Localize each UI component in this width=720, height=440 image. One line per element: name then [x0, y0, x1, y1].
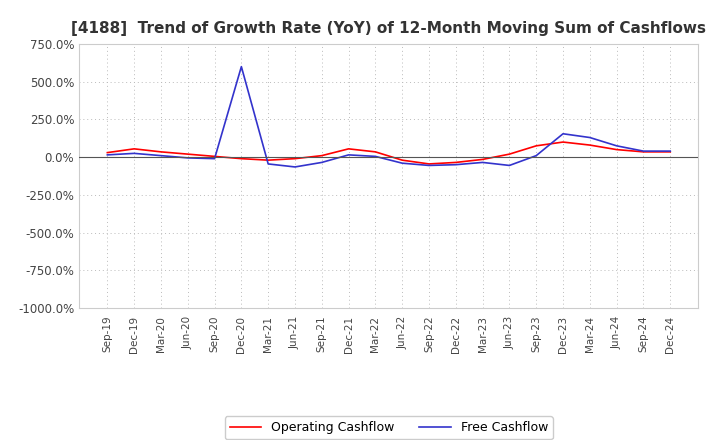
Legend: Operating Cashflow, Free Cashflow: Operating Cashflow, Free Cashflow	[225, 416, 553, 439]
Free Cashflow	[344, 152, 353, 158]
Free Cashflow	[103, 152, 112, 158]
Operating Cashflow	[264, 158, 272, 163]
Free Cashflow	[184, 155, 192, 161]
Free Cashflow	[398, 161, 407, 166]
Free Cashflow	[291, 164, 300, 169]
Free Cashflow	[451, 162, 460, 167]
Free Cashflow	[371, 154, 379, 159]
Operating Cashflow	[371, 149, 379, 154]
Operating Cashflow	[612, 147, 621, 152]
Free Cashflow	[210, 156, 219, 161]
Operating Cashflow	[291, 156, 300, 161]
Free Cashflow	[639, 148, 648, 154]
Operating Cashflow	[130, 146, 138, 151]
Free Cashflow	[585, 135, 594, 140]
Operating Cashflow	[184, 151, 192, 157]
Operating Cashflow	[451, 160, 460, 165]
Free Cashflow	[264, 161, 272, 167]
Free Cashflow	[532, 153, 541, 158]
Operating Cashflow	[157, 149, 166, 154]
Free Cashflow	[157, 153, 166, 158]
Operating Cashflow	[398, 158, 407, 163]
Operating Cashflow	[532, 143, 541, 148]
Free Cashflow	[130, 151, 138, 156]
Operating Cashflow	[318, 153, 326, 158]
Free Cashflow	[505, 163, 514, 168]
Line: Free Cashflow: Free Cashflow	[107, 66, 670, 167]
Free Cashflow	[666, 148, 675, 154]
Operating Cashflow	[478, 157, 487, 162]
Operating Cashflow	[639, 149, 648, 154]
Free Cashflow	[478, 160, 487, 165]
Operating Cashflow	[344, 146, 353, 151]
Free Cashflow	[237, 64, 246, 69]
Free Cashflow	[318, 160, 326, 165]
Free Cashflow	[612, 143, 621, 148]
Operating Cashflow	[103, 150, 112, 155]
Operating Cashflow	[505, 151, 514, 157]
Operating Cashflow	[585, 143, 594, 148]
Operating Cashflow	[559, 139, 567, 145]
Operating Cashflow	[237, 156, 246, 161]
Title: [4188]  Trend of Growth Rate (YoY) of 12-Month Moving Sum of Cashflows: [4188] Trend of Growth Rate (YoY) of 12-…	[71, 21, 706, 36]
Line: Operating Cashflow: Operating Cashflow	[107, 142, 670, 164]
Operating Cashflow	[210, 154, 219, 159]
Operating Cashflow	[666, 149, 675, 154]
Free Cashflow	[425, 163, 433, 168]
Free Cashflow	[559, 131, 567, 136]
Operating Cashflow	[425, 161, 433, 167]
